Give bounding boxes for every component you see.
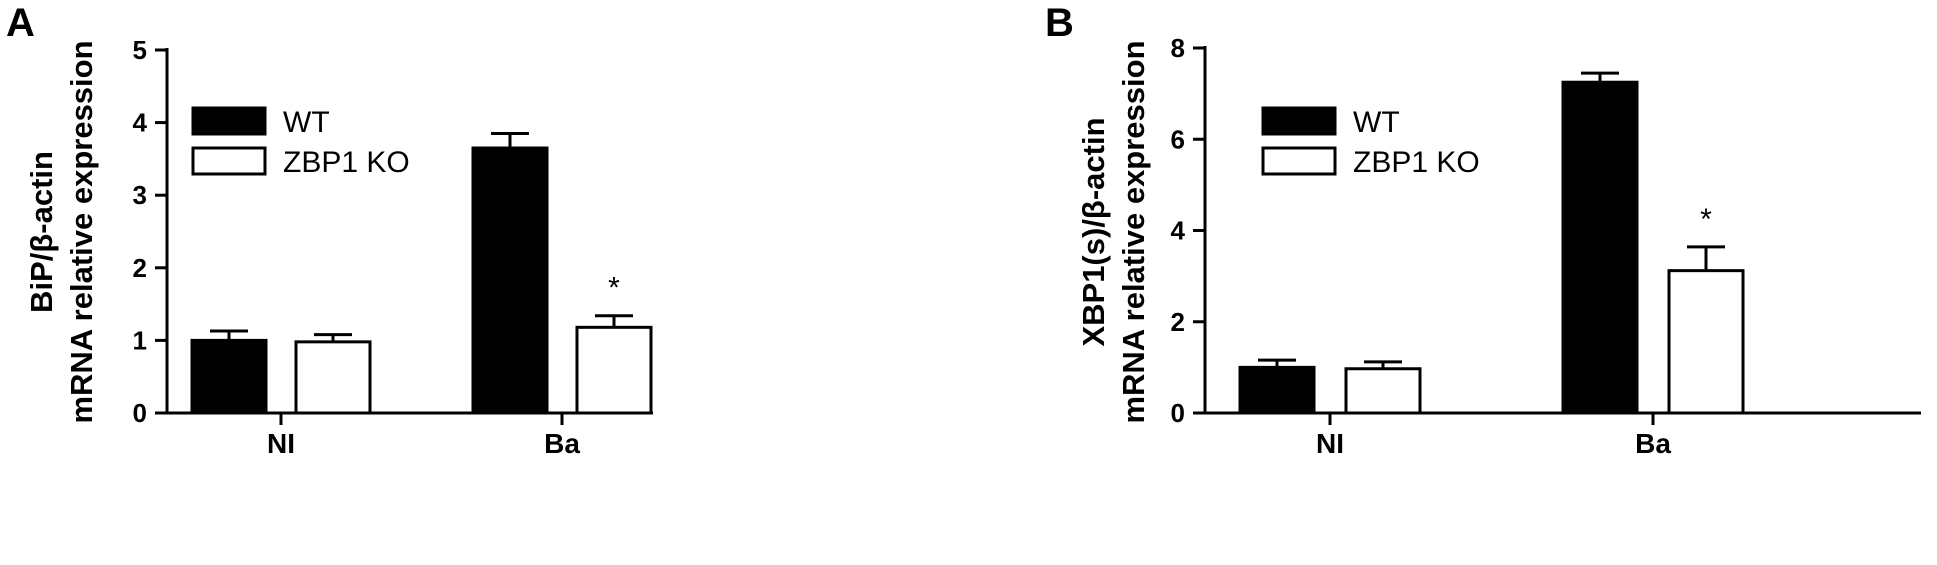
y-axis-label-line: mRNA relative expression [1116,40,1151,423]
y-axis-label-line: XBP1(s)/β-actin [1076,117,1111,346]
bar-wt-ba [1561,80,1639,415]
y-tick-label: 2 [133,253,147,283]
y-tick-label: 8 [1171,33,1185,63]
legend-label: ZBP1 KO [1353,146,1480,179]
y-tick-label: 0 [1171,398,1185,428]
y-tick-label: 2 [1171,307,1185,337]
legend-label: WT [283,106,330,139]
y-axis-label-line: BiP/β-actin [24,151,59,313]
chart-panel-a: A BiP/β-actin mRNA relative expression 0 1 2 3… [6,1,653,459]
x-category-label: Ba [1635,428,1671,459]
bar-zbp1-ko-ni [1344,367,1422,415]
legend-label: WT [1353,106,1400,139]
bar-wt-ni [190,338,268,415]
bar-wt-ni [1238,365,1316,415]
significance-asterisk: * [1700,203,1712,236]
legend-swatch [191,106,267,136]
x-category-label: Ba [544,428,580,459]
legend-swatch [1261,106,1337,136]
y-tick-label: 5 [133,35,147,65]
bar-zbp1-ko-ba [1667,269,1745,415]
y-tick-label: 0 [133,398,147,428]
y-tick-label: 3 [133,180,147,210]
bar-wt-ba [471,146,549,415]
bar-zbp1-ko-ni [294,340,372,415]
legend-label: ZBP1 KO [283,146,410,179]
y-tick-label: 4 [1171,216,1186,246]
bar-zbp1-ko-ba [575,325,653,415]
y-axis-label-line: mRNA relative expression [64,40,99,423]
legend: WT ZBP1 KO [191,106,410,179]
legend-swatch [191,146,267,176]
chart-panel-b: B XBP1(s)/β-actin mRNA relative expression… [1045,1,1921,459]
panel-letter: B [1045,1,1074,45]
y-tick-label: 4 [133,108,148,138]
y-tick-label: 1 [133,325,147,355]
x-category-label: NI [267,428,295,459]
y-tick-label: 6 [1171,124,1185,154]
x-category-label: NI [1316,428,1344,459]
significance-asterisk: * [608,272,620,305]
legend-swatch [1261,146,1337,176]
panel-letter: A [6,1,35,45]
legend: WT ZBP1 KO [1261,106,1480,179]
